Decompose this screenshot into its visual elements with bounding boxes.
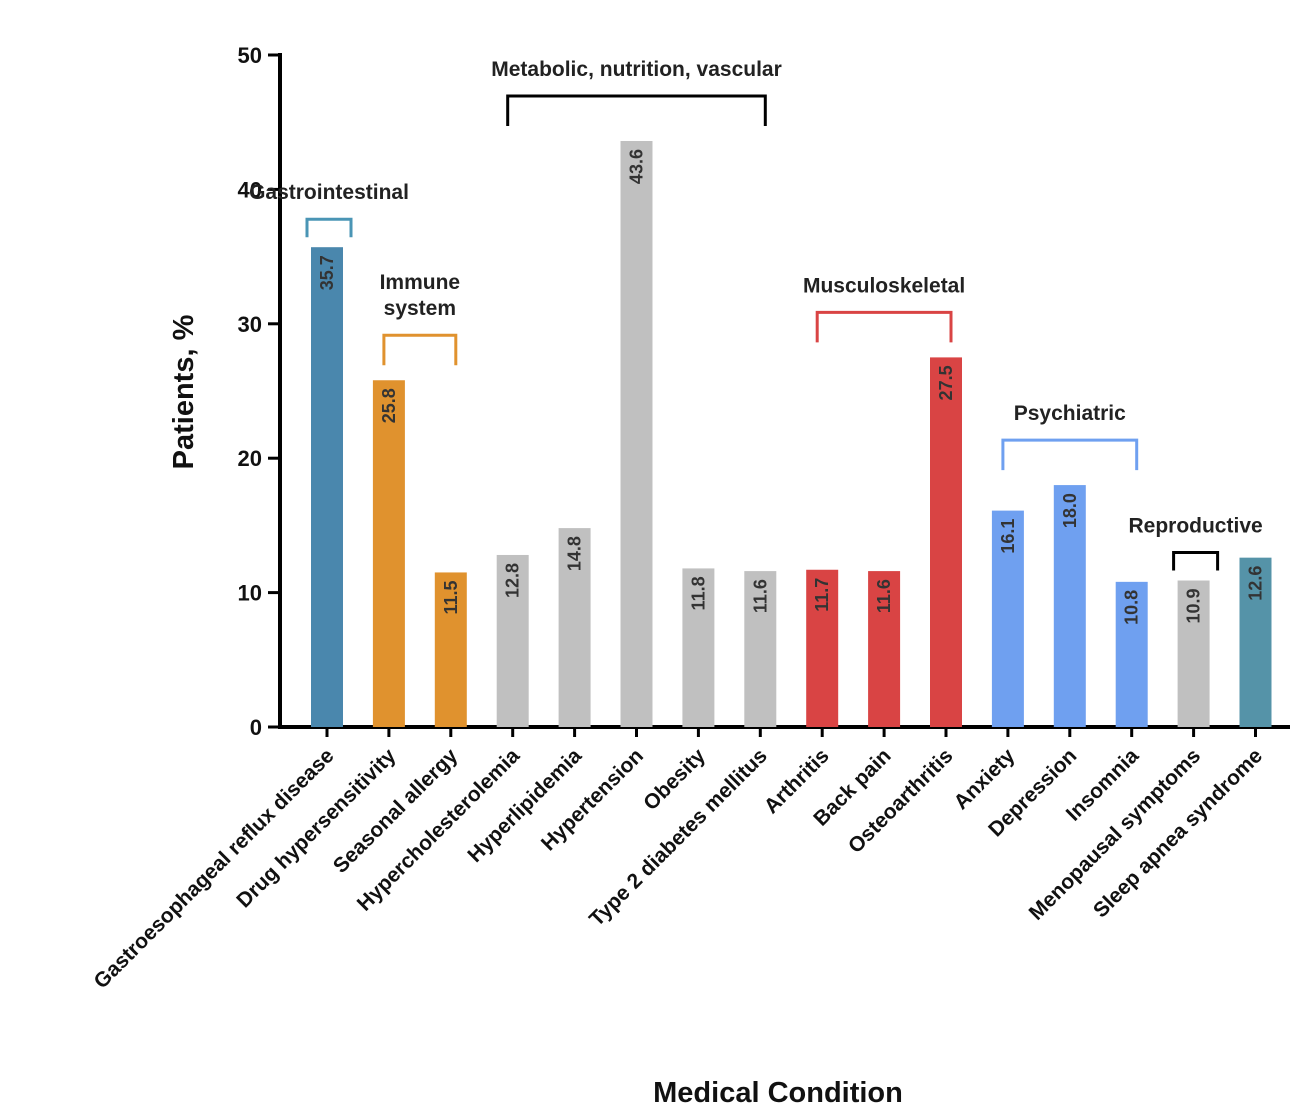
bar bbox=[620, 141, 653, 728]
bar-value-label: 11.6 bbox=[750, 579, 770, 613]
y-axis: 0 10 20 30 40 50 bbox=[238, 43, 282, 740]
category-label: Gastroesophageal reflux disease bbox=[90, 744, 339, 993]
group-label: Gastrointestinal bbox=[249, 181, 409, 204]
category-label: Hyperlipidemia bbox=[463, 744, 586, 867]
bar bbox=[558, 528, 591, 727]
value-labels: 35.7 25.8 11.5 12.8 14.8 43.6 11.8 11.6 11.7 11.6… bbox=[317, 149, 1266, 625]
bar-value-label: 10.9 bbox=[1184, 589, 1204, 624]
y-tick-label: 0 bbox=[250, 715, 262, 740]
bar-value-label: 12.6 bbox=[1246, 566, 1266, 601]
bar bbox=[991, 510, 1024, 727]
bar-value-label: 35.7 bbox=[317, 255, 337, 290]
bar-value-label: 12.8 bbox=[503, 563, 523, 598]
y-tick-label: 40 bbox=[238, 177, 262, 202]
bar-value-label: 11.8 bbox=[688, 576, 708, 610]
group-brackets: Gastrointestinal Immune system Metabolic, n… bbox=[249, 58, 1263, 571]
bar-value-label: 14.8 bbox=[565, 536, 585, 571]
bar-value-label: 11.6 bbox=[874, 579, 894, 613]
bar-value-label: 25.8 bbox=[379, 388, 399, 423]
bar bbox=[372, 380, 405, 727]
x-axis bbox=[278, 725, 1290, 737]
bar bbox=[1115, 581, 1148, 727]
group-bracket bbox=[506, 94, 767, 127]
y-tick-label: 30 bbox=[238, 312, 262, 337]
group-label: Musculoskeletal bbox=[803, 274, 965, 297]
bar-value-label: 18.0 bbox=[1060, 493, 1080, 528]
bar-value-label: 10.8 bbox=[1122, 590, 1142, 625]
bar bbox=[1239, 557, 1272, 727]
bar-value-label: 43.6 bbox=[627, 149, 647, 184]
y-tick-label: 20 bbox=[238, 446, 262, 471]
group-label: system bbox=[384, 297, 456, 320]
bar bbox=[1053, 485, 1086, 727]
bar bbox=[868, 571, 901, 727]
y-axis-title: Patients, % bbox=[168, 314, 200, 469]
bar-value-label: 11.7 bbox=[812, 578, 832, 612]
x-axis-title: Medical Condition bbox=[653, 1077, 903, 1109]
bar bbox=[744, 571, 777, 727]
group-label: Reproductive bbox=[1128, 515, 1262, 538]
bar bbox=[930, 357, 962, 727]
bar bbox=[496, 554, 529, 727]
group-label: Metabolic, nutrition, vascular bbox=[491, 58, 782, 81]
bar-value-label: 27.5 bbox=[936, 365, 956, 400]
bar-value-label: 16.1 bbox=[998, 519, 1018, 554]
group-label: Psychiatric bbox=[1014, 402, 1126, 425]
group-label: Immune bbox=[380, 271, 461, 294]
bar bbox=[434, 572, 467, 727]
group-bracket bbox=[1172, 551, 1220, 571]
bar bbox=[806, 569, 839, 727]
group-bracket bbox=[815, 310, 953, 343]
bar bbox=[682, 568, 715, 727]
y-tick-label: 50 bbox=[238, 43, 262, 68]
group-bracket bbox=[382, 333, 458, 366]
group-bracket bbox=[1001, 438, 1139, 471]
bars bbox=[311, 141, 1272, 728]
bar bbox=[311, 247, 343, 727]
bar bbox=[1177, 580, 1210, 727]
bar-value-label: 11.5 bbox=[441, 580, 461, 614]
group-bracket bbox=[305, 217, 353, 238]
y-tick-label: 10 bbox=[238, 581, 262, 606]
